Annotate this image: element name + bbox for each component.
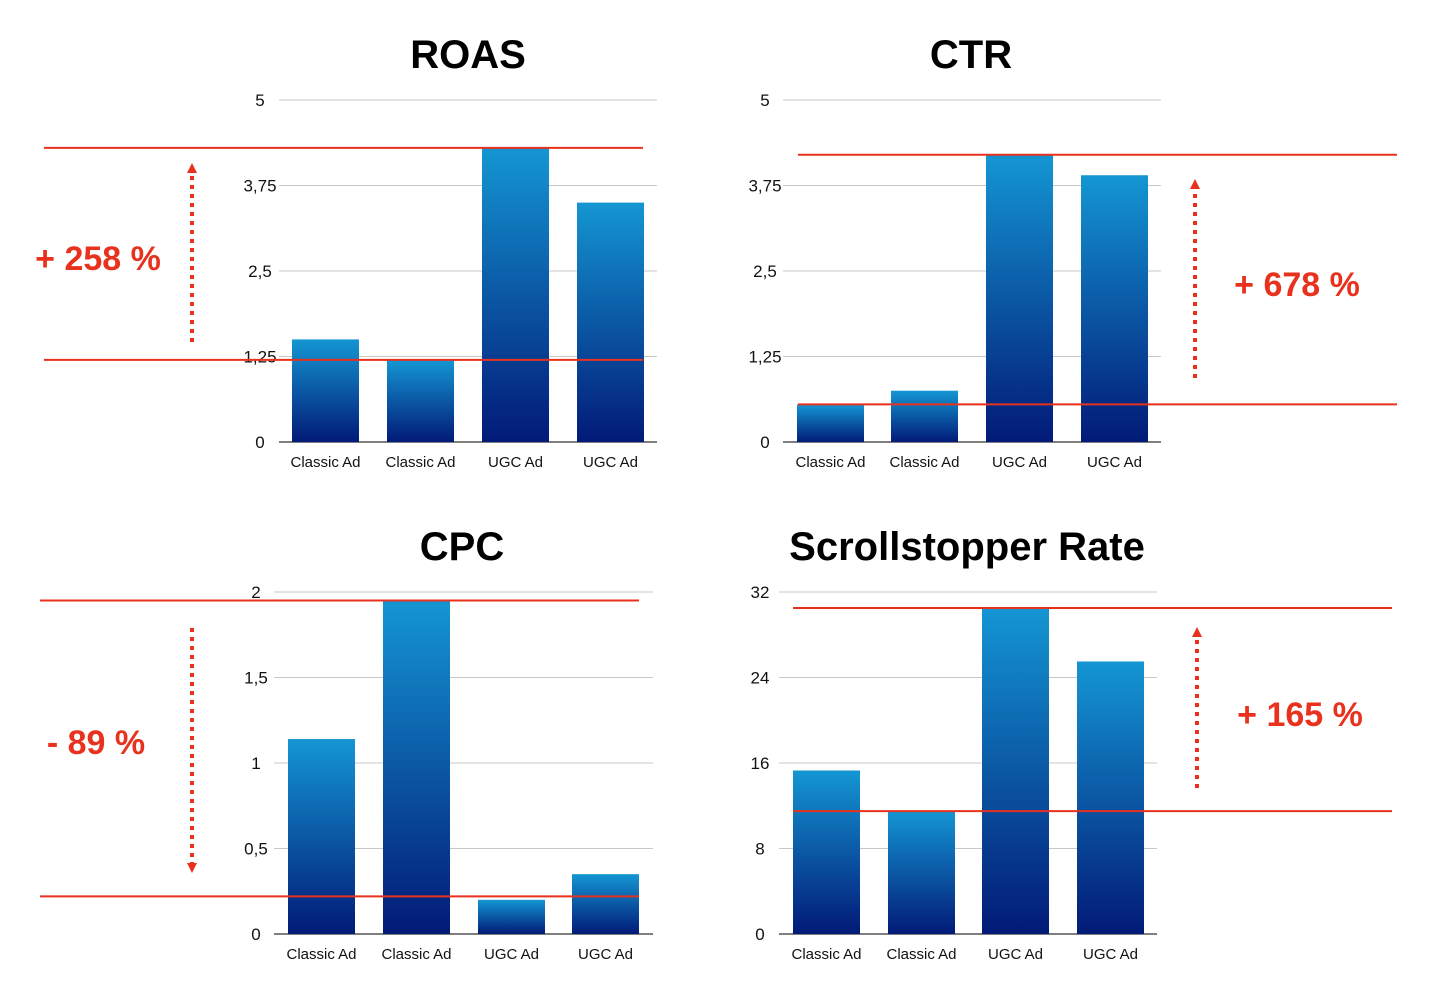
bar	[982, 608, 1049, 934]
y-tick-label: 1	[251, 754, 260, 773]
y-tick-label: 2,5	[248, 262, 272, 281]
chart-scrollstopper-rate: Scrollstopper Rate 0 8 16 24 32 Classic Ad Clas…	[751, 525, 1392, 963]
x-category-label: UGC Ad	[1087, 454, 1142, 471]
x-category-label: Classic Ad	[795, 454, 865, 471]
bar	[577, 202, 644, 442]
chart-ctr: CTR 0 1,25 2,5 3,75 5 Classic Ad Classic Ad UGC …	[748, 33, 1397, 471]
bar	[482, 147, 549, 442]
x-category-label: UGC Ad	[578, 946, 633, 963]
x-category-label: Classic Ad	[290, 454, 360, 471]
x-category-label: Classic Ad	[886, 946, 956, 963]
x-category-label: Classic Ad	[381, 946, 451, 963]
y-tick-label: 3,75	[243, 177, 276, 196]
bar	[986, 154, 1053, 442]
change-annotation: + 258 %	[35, 240, 161, 278]
y-tick-label: 0	[251, 925, 260, 944]
x-category-label: UGC Ad	[992, 454, 1047, 471]
bar	[888, 811, 955, 934]
change-annotation: + 678 %	[1234, 266, 1360, 304]
y-tick-label: 8	[755, 840, 764, 859]
x-category-label: Classic Ad	[385, 454, 455, 471]
bar	[793, 770, 860, 934]
bar	[383, 600, 450, 934]
change-annotation: - 89 %	[47, 724, 145, 762]
chart-title: ROAS	[410, 33, 526, 77]
y-tick-label: 0	[755, 925, 764, 944]
bar	[1081, 175, 1148, 443]
y-tick-label: 0	[255, 433, 264, 452]
x-category-label: UGC Ad	[583, 454, 638, 471]
chart-title: CPC	[420, 525, 504, 569]
y-tick-label: 5	[255, 91, 264, 110]
change-annotation: + 165 %	[1237, 696, 1363, 734]
bar	[572, 874, 639, 934]
chart-title: Scrollstopper Rate	[789, 525, 1145, 569]
bar	[478, 899, 545, 934]
y-tick-label: 0,5	[244, 840, 268, 859]
y-tick-label: 5	[760, 91, 769, 110]
y-tick-label: 32	[751, 583, 770, 602]
y-tick-label: 1,5	[244, 669, 268, 688]
y-tick-label: 2,5	[753, 262, 777, 281]
y-tick-label: 16	[751, 754, 770, 773]
bar	[288, 739, 355, 934]
x-category-label: Classic Ad	[286, 946, 356, 963]
chart-title: CTR	[930, 33, 1012, 77]
bar	[1077, 661, 1144, 934]
bar	[797, 404, 864, 442]
x-category-label: Classic Ad	[791, 946, 861, 963]
y-tick-label: 1,25	[748, 348, 781, 367]
x-category-label: Classic Ad	[889, 454, 959, 471]
y-tick-label: 24	[751, 669, 770, 688]
bar	[387, 359, 454, 442]
x-category-label: UGC Ad	[484, 946, 539, 963]
y-tick-label: 3,75	[748, 177, 781, 196]
x-category-label: UGC Ad	[488, 454, 543, 471]
y-tick-label: 1,25	[243, 348, 276, 367]
bar	[292, 339, 359, 442]
y-tick-label: 0	[760, 433, 769, 452]
bar	[891, 390, 958, 442]
chart-roas: ROAS 0 1,25 2,5 3,75 5 Classic Ad Classic Ad UGC…	[35, 33, 657, 471]
y-tick-label: 2	[251, 583, 260, 602]
chart-cpc: CPC 0 0,5 1 1,5 2 Classic Ad Classic Ad UGC Ad UG…	[40, 525, 653, 963]
x-category-label: UGC Ad	[1083, 946, 1138, 963]
x-category-label: UGC Ad	[988, 946, 1043, 963]
